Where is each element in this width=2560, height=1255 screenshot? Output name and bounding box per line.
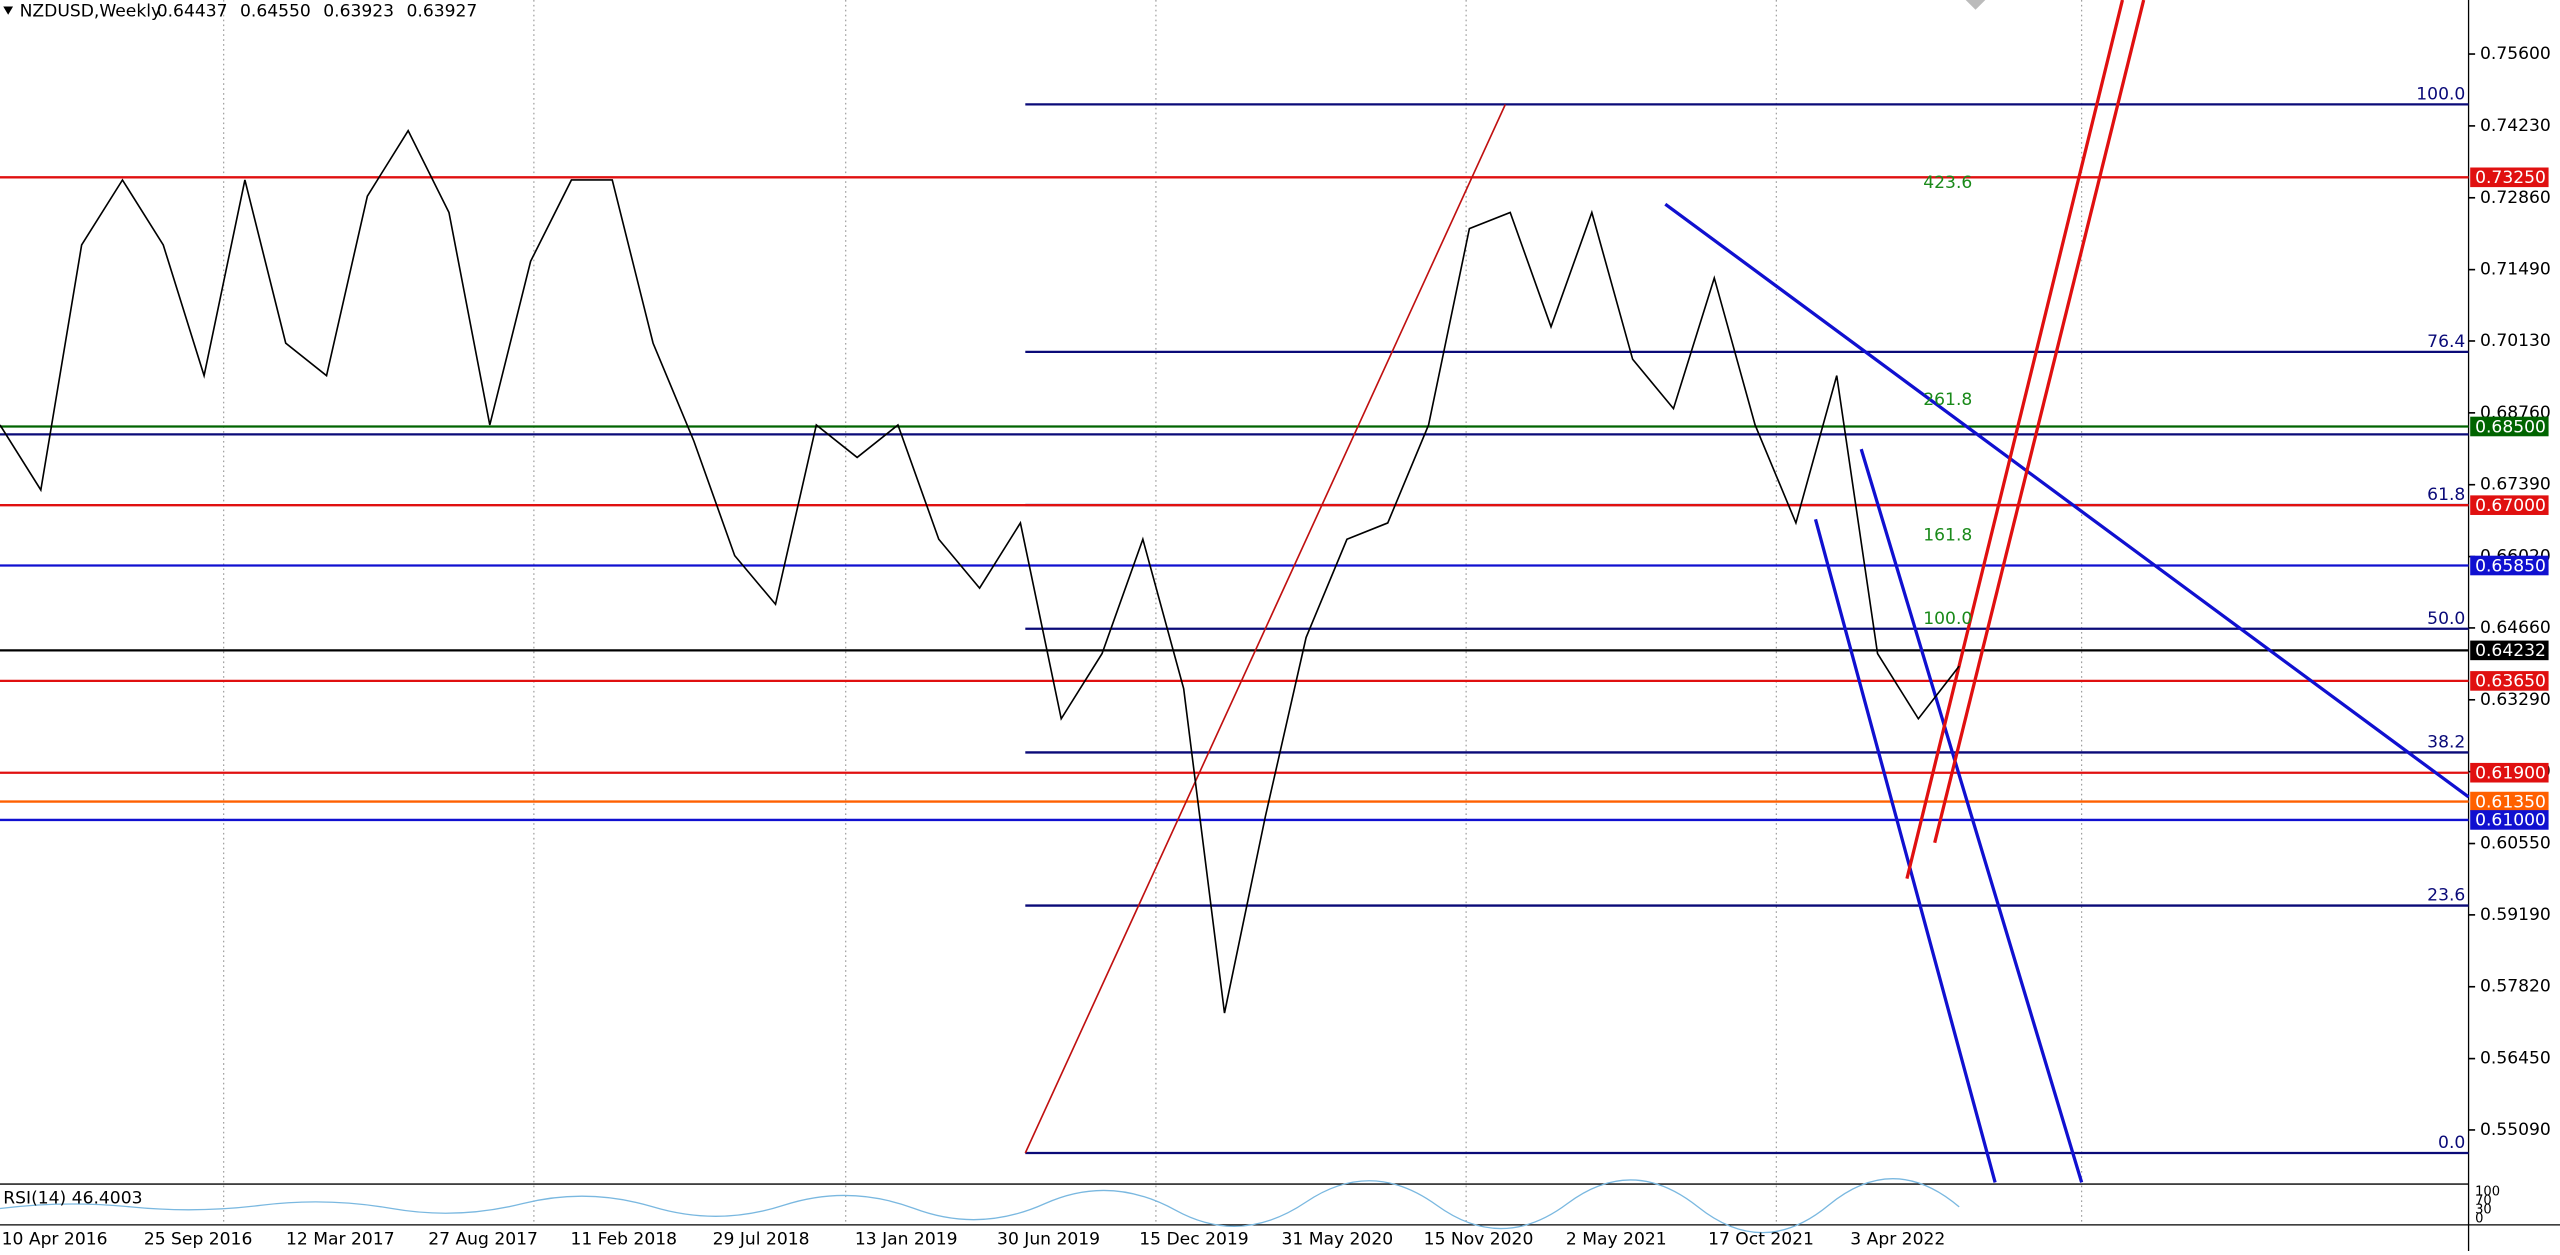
- price-tick-label: 0.71490: [2480, 260, 2551, 280]
- price-tag: [2470, 495, 2549, 515]
- price-tick-label: 0.74230: [2480, 116, 2551, 136]
- price-tag-label: 0.65850: [2475, 556, 2546, 576]
- price-tag-label: 0.61000: [2475, 811, 2546, 831]
- price-tick-label: 0.75600: [2480, 44, 2551, 64]
- price-tag: [2470, 167, 2549, 188]
- extension-label: 100.0: [1923, 609, 1972, 629]
- date-label: 2 May 2021: [1566, 1230, 1667, 1250]
- date-label: 31 May 2020: [1281, 1230, 1393, 1250]
- date-label: 12 Mar 2017: [286, 1230, 395, 1250]
- price-tag: [2470, 416, 2549, 437]
- price-tag-label: 0.61900: [2475, 764, 2546, 784]
- price-tag: [2470, 810, 2549, 830]
- rsi-tick-label: 30: [2475, 1203, 2492, 1218]
- fib-label: 61.8: [2427, 485, 2465, 505]
- price-tick-label: 0.63290: [2480, 690, 2551, 710]
- price-tick-label: 0.57820: [2480, 977, 2551, 997]
- rsi-tick-label: 0: [2475, 1212, 2483, 1227]
- price-tick-label: 0.67390: [2480, 475, 2551, 495]
- price-tick-label: 0.59190: [2480, 905, 2551, 925]
- price-line: [0, 128, 1960, 1014]
- price-tick-label: 0.55090: [2480, 1120, 2551, 1140]
- extension-label: 261.8: [1923, 390, 1972, 410]
- date-label: 29 Jul 2018: [713, 1230, 810, 1250]
- rsi-line: [0, 1178, 1960, 1234]
- rsi-label: RSI(14) 46.4003: [3, 1189, 142, 1209]
- levels: 100.0 76.4 61.8 50.0 38.2 23.6 0.0: [0, 85, 2469, 1155]
- price-tag-label: 0.68500: [2475, 417, 2546, 437]
- date-label: 11 Feb 2018: [570, 1230, 677, 1250]
- price-tag: [2470, 762, 2549, 783]
- date-label: 15 Dec 2019: [1139, 1230, 1248, 1250]
- price-tick-label: 0.56450: [2480, 1049, 2551, 1069]
- date-label: 25 Sep 2016: [144, 1230, 253, 1250]
- price-tick-label: 0.70130: [2480, 331, 2551, 351]
- date-label: 3 Apr 2022: [1850, 1230, 1945, 1250]
- fib-label: 50.0: [2427, 609, 2465, 629]
- extension-label: 423.6: [1923, 173, 1972, 193]
- fib-label: 23.6: [2427, 886, 2465, 906]
- fib-label: 38.2: [2427, 733, 2465, 753]
- price-tag: [2470, 671, 2549, 691]
- low: 0.63923: [323, 1, 394, 21]
- price-tick-label: 0.60550: [2480, 834, 2551, 854]
- date-label: 30 Jun 2019: [997, 1230, 1100, 1250]
- price-tag-label: 0.61350: [2475, 792, 2546, 812]
- date-label: 10 Apr 2016: [2, 1230, 108, 1250]
- date-label: 17 Oct 2021: [1708, 1230, 1814, 1250]
- price-tag-label: 0.64232: [2475, 641, 2546, 661]
- vertical-grid: [223, 0, 2083, 1225]
- open: 0.64437: [157, 1, 228, 21]
- price-tag: [2470, 640, 2549, 661]
- date-label: 13 Jan 2019: [855, 1230, 958, 1250]
- high: 0.64550: [240, 1, 311, 21]
- price-tag-label: 0.63650: [2475, 672, 2546, 692]
- marks: [0, 128, 1960, 1014]
- date-label: 27 Aug 2017: [428, 1230, 538, 1250]
- fib-label: 100.0: [2416, 85, 2465, 105]
- trend-lines: [1024, 0, 2470, 1183]
- rsi-tick-label: 100: [2475, 1185, 2500, 1200]
- price-tick-label: 0.64660: [2480, 618, 2551, 638]
- menu-arrow[interactable]: [3, 6, 14, 15]
- price-tick-label: 0.72860: [2480, 188, 2551, 208]
- price-tag: [2470, 555, 2549, 576]
- extension-label: 161.8: [1923, 526, 1972, 546]
- fib-label: 76.4: [2427, 332, 2465, 352]
- price-tag-label: 0.67000: [2475, 496, 2546, 516]
- close: 0.63927: [407, 1, 478, 21]
- symbol: NZDUSD,Weekly: [20, 1, 162, 21]
- price-tag: [2470, 791, 2549, 812]
- rsi-tick-label: 70: [2475, 1194, 2492, 1209]
- price-tag-label: 0.73250: [2475, 168, 2546, 188]
- date-label: 15 Nov 2020: [1424, 1230, 1534, 1250]
- fib-label: 0.0: [2438, 1133, 2465, 1153]
